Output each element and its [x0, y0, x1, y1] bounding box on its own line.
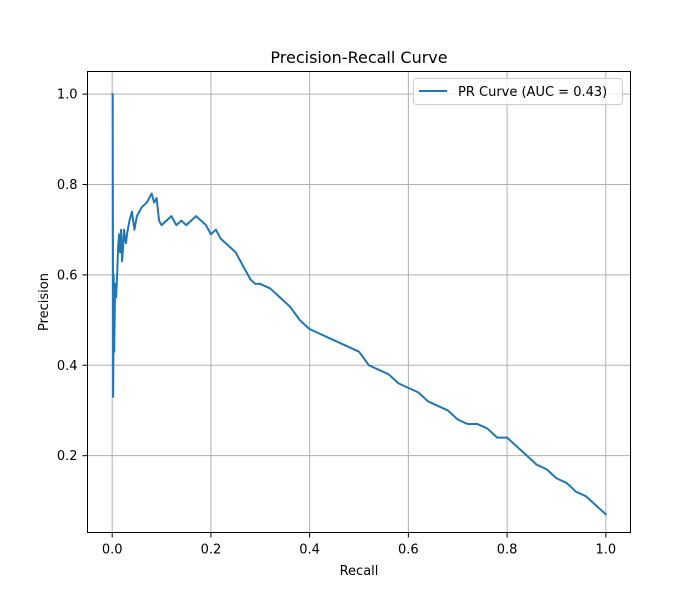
y-tick-label: 0.2 — [57, 449, 78, 464]
y-tick-label: 0.4 — [57, 359, 78, 374]
pr-curve-line — [111, 93, 607, 516]
x-tick-label: 0.6 — [398, 543, 419, 558]
x-tick-label: 0.8 — [497, 543, 518, 558]
x-tick-label: 0.0 — [102, 543, 123, 558]
y-tick-label: 0.8 — [57, 178, 78, 193]
x-axis-label: Recall — [340, 564, 379, 579]
y-axis-label: Precision — [37, 273, 52, 331]
x-tick-label: 0.2 — [201, 543, 222, 558]
legend-box — [413, 78, 623, 105]
x-tick-label: 1.0 — [595, 543, 616, 558]
y-axis-ticks: 0.2 0.4 0.6 0.8 1.0 — [57, 88, 88, 464]
y-tick-label: 1.0 — [57, 88, 78, 103]
series-layer — [111, 93, 607, 516]
y-tick-label: 0.6 — [57, 268, 78, 283]
legend-label: PR Curve (AUC = 0.43) — [458, 85, 607, 100]
axes-frame — [87, 71, 631, 533]
chart-title: Precision-Recall Curve — [270, 48, 447, 67]
x-axis-ticks: 0.0 0.2 0.4 0.6 0.8 1.0 — [102, 532, 616, 558]
x-tick-label: 0.4 — [299, 543, 320, 558]
legend: PR Curve (AUC = 0.43) — [413, 78, 623, 105]
